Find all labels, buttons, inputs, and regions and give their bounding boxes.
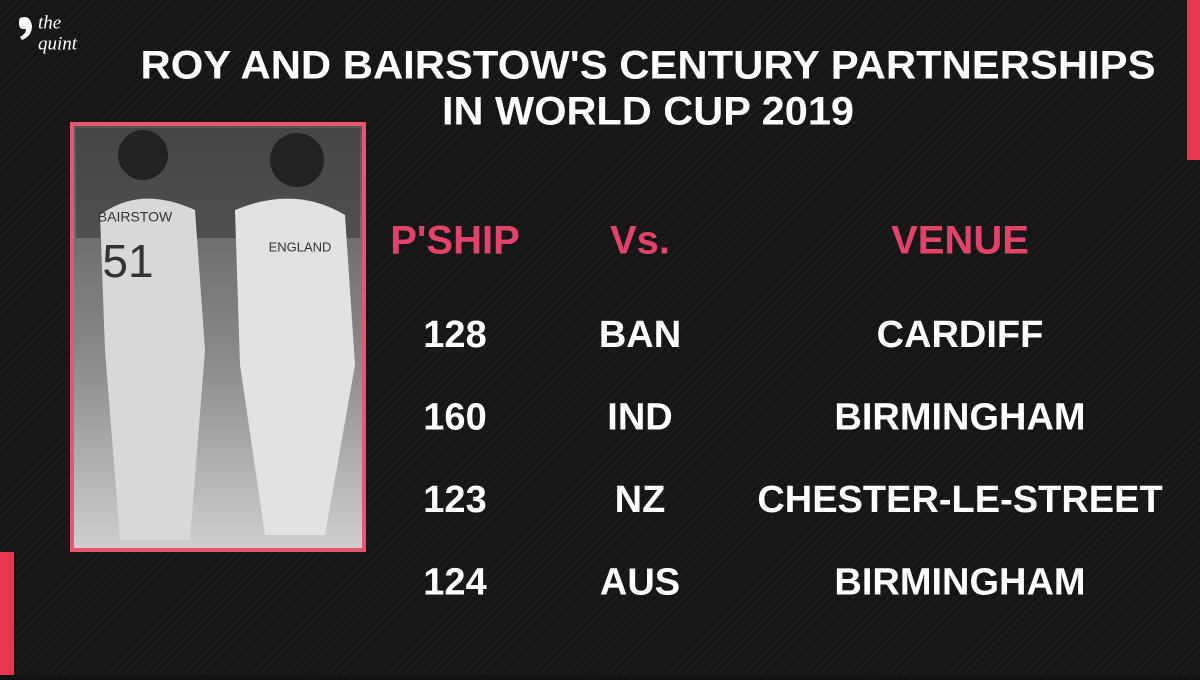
- table-cell: IND: [607, 397, 672, 439]
- jersey-name: BAIRSTOW: [98, 209, 173, 225]
- title: IN WORLD CUP 2019: [442, 90, 854, 134]
- table-cell: CHESTER-LE-STREET: [757, 479, 1162, 521]
- table: P'SHIP Vs. VENUE 128 BAN CARDIFF 160 IND BIRMING…: [390, 219, 1162, 604]
- table-cell: 123: [423, 479, 486, 521]
- column-header: VENUE: [891, 219, 1029, 263]
- column-header: Vs.: [610, 219, 670, 263]
- logo-text: quint: [38, 33, 78, 54]
- helmet: [118, 130, 168, 180]
- logo-text: the: [38, 12, 61, 33]
- accent-bar: [0, 552, 14, 675]
- table-cell: 128: [423, 314, 486, 356]
- accent-bar: [1187, 0, 1200, 160]
- table-cell: BIRMINGHAM: [834, 397, 1085, 439]
- table-cell: NZ: [615, 479, 666, 521]
- shirt-text: ENGLAND: [269, 239, 332, 254]
- logo-icon: [19, 17, 32, 40]
- column-header: P'SHIP: [390, 219, 520, 263]
- helmet: [270, 133, 324, 187]
- table-cell: 160: [423, 397, 486, 439]
- player: [100, 198, 205, 541]
- table-cell: BIRMINGHAM: [834, 562, 1085, 604]
- title: ROY AND BAIRSTOW'S CENTURY PARTNERSHIPS: [141, 44, 1156, 88]
- photo: BAIRSTOW 51 ENGLAND: [70, 122, 366, 552]
- table-cell: AUS: [600, 562, 680, 604]
- table-cell: BAN: [599, 314, 681, 356]
- table-cell: 124: [423, 562, 486, 604]
- jersey-number: 51: [102, 235, 153, 287]
- logo: the quint: [19, 12, 78, 54]
- table-cell: CARDIFF: [877, 314, 1044, 356]
- player: [235, 198, 355, 536]
